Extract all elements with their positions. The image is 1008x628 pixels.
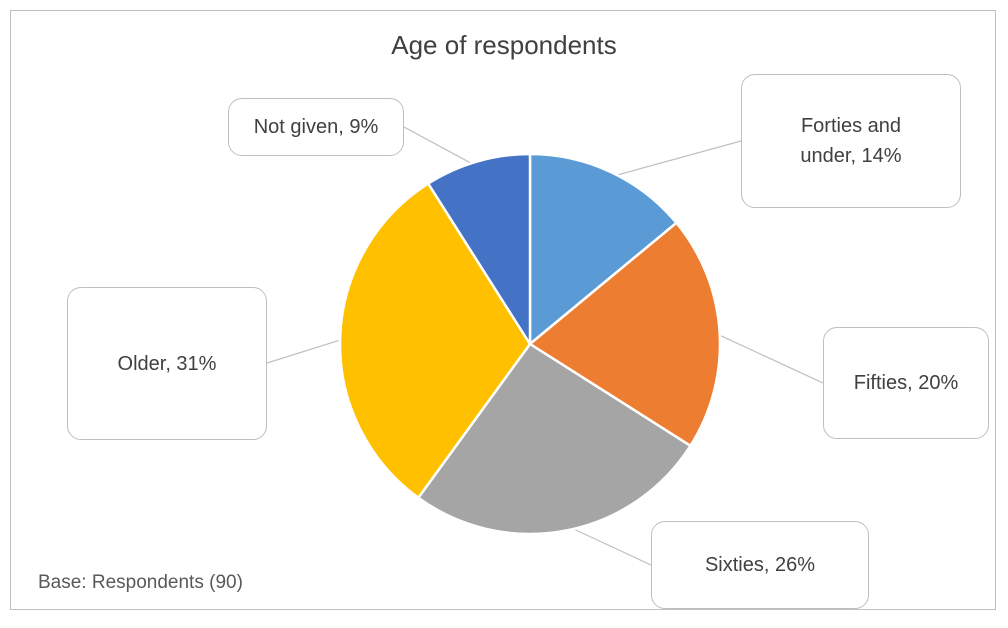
leader-line-forties-and-under bbox=[608, 140, 742, 179]
callout-sixties: Sixties, 26% bbox=[651, 521, 869, 609]
pie-slice-older bbox=[338, 182, 532, 499]
callout-label: Fifties, 20% bbox=[853, 372, 959, 394]
pie-slice-forties-and-under bbox=[528, 152, 678, 346]
chart-title: Age of respondents bbox=[391, 30, 617, 60]
pie-slice-fifties bbox=[528, 221, 722, 448]
callout-label: Older, 31% bbox=[117, 352, 217, 375]
leader-line-not-given bbox=[403, 126, 479, 168]
chart-footnote: Base: Respondents (90) bbox=[38, 572, 243, 593]
leader-lines bbox=[266, 126, 824, 566]
callout-not-given: Not given, 9% bbox=[228, 98, 404, 156]
pie-slice-sixties bbox=[417, 342, 692, 536]
callout-label: Sixties, 26% bbox=[704, 554, 816, 576]
leader-line-older bbox=[266, 337, 347, 364]
callout-older: Older, 31% bbox=[67, 287, 267, 440]
leader-line-sixties bbox=[564, 524, 652, 566]
callout-label: Forties and under, 14% bbox=[800, 115, 902, 167]
callout-fifties: Fifties, 20% bbox=[823, 327, 989, 439]
leader-line-fifties bbox=[713, 331, 824, 384]
callout-forties-and-under: Forties and under, 14% bbox=[741, 74, 961, 208]
callout-label: Not given, 9% bbox=[253, 116, 379, 138]
pie-slices bbox=[338, 152, 722, 536]
pie-slice-not-given bbox=[426, 152, 532, 346]
